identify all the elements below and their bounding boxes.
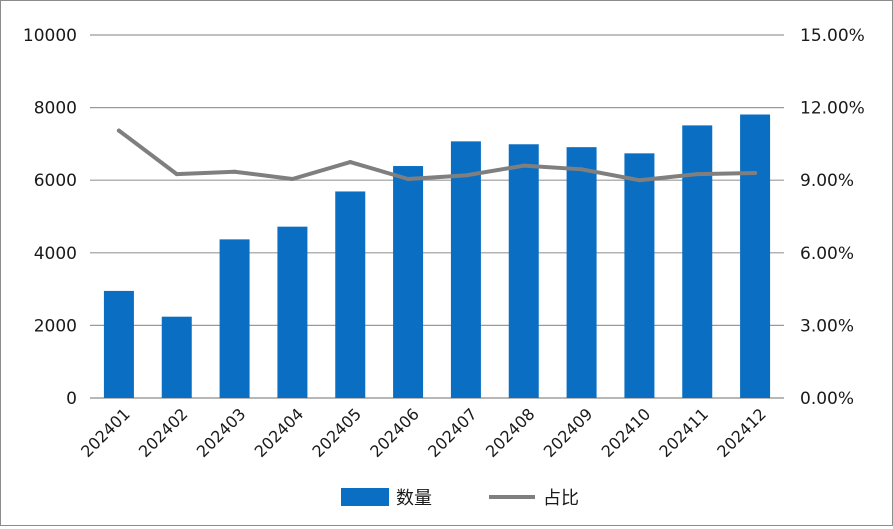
x-tick-label: 202403 <box>193 404 250 461</box>
bar <box>624 153 655 398</box>
x-tick-label: 202404 <box>251 404 308 461</box>
bar <box>682 125 713 399</box>
bar <box>508 144 539 398</box>
bar <box>103 290 134 398</box>
y-left-tick-label: 10000 <box>23 26 77 46</box>
line-series <box>116 128 758 183</box>
x-tick-label: 202406 <box>366 404 423 461</box>
series-line <box>116 128 758 183</box>
x-tick-label: 202412 <box>713 404 770 461</box>
bar <box>277 226 308 398</box>
x-tick-label: 202402 <box>135 404 192 461</box>
bar <box>393 166 424 398</box>
y-right-tick-label: 3.00% <box>800 316 854 336</box>
y-right-tick-label: 12.00% <box>800 99 865 119</box>
left-axis: 0 2000 4000 6000 8000 10000 <box>23 26 77 409</box>
bar <box>740 114 771 398</box>
legend-label-bar: 数量 <box>396 488 432 509</box>
bar <box>566 147 597 398</box>
bar <box>161 316 192 398</box>
x-tick-label: 202407 <box>424 404 481 461</box>
y-right-tick-label: 15.00% <box>800 26 865 46</box>
bar <box>219 239 250 398</box>
legend: 数量 占比 <box>341 488 579 509</box>
line-point <box>174 172 179 177</box>
line-point <box>521 163 526 168</box>
line-point <box>463 173 468 178</box>
x-tick-label: 202405 <box>308 404 365 461</box>
line-point <box>232 169 237 174</box>
line-point <box>579 167 584 172</box>
y-right-tick-label: 9.00% <box>800 171 854 191</box>
x-tick-label: 202410 <box>598 404 655 461</box>
y-left-tick-label: 6000 <box>34 171 77 191</box>
legend-label-line: 占比 <box>543 488 579 509</box>
line-point <box>290 176 295 181</box>
bar <box>335 191 366 398</box>
x-tick-label: 202401 <box>77 404 134 461</box>
y-left-tick-label: 4000 <box>34 244 77 264</box>
legend-swatch-bar <box>341 488 389 506</box>
x-tick-label: 202408 <box>482 404 539 461</box>
y-right-tick-label: 6.00% <box>800 244 854 264</box>
line-point <box>348 160 353 165</box>
right-axis: 0.00% 3.00% 6.00% 9.00% 12.00% 15.00% <box>800 26 865 409</box>
line-point <box>695 172 700 177</box>
y-left-tick-label: 8000 <box>34 99 77 119</box>
x-tick-label: 202411 <box>655 404 712 461</box>
x-tick-label: 202409 <box>540 404 597 461</box>
line-point <box>637 178 642 183</box>
y-left-tick-label: 0 <box>66 389 77 409</box>
bar-series <box>103 114 771 399</box>
y-left-tick-label: 2000 <box>34 316 77 336</box>
x-axis: 202401 202402 202403 202404 202405 202406 2024… <box>77 404 770 461</box>
bar <box>450 141 481 398</box>
gridlines <box>90 34 784 399</box>
line-point <box>753 170 758 175</box>
line-point <box>116 128 121 133</box>
line-point <box>406 176 411 181</box>
y-right-tick-label: 0.00% <box>800 389 854 409</box>
